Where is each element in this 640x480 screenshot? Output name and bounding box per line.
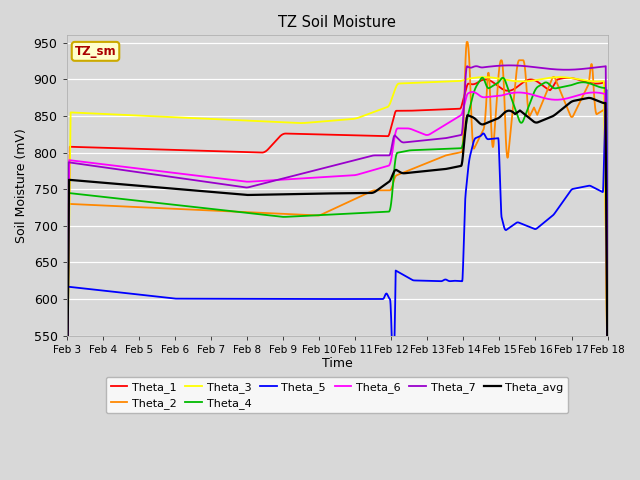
Theta_6 (489, 94, 497, 99)
Line: Theta_3: Theta_3 (67, 77, 607, 425)
Theta_1 (312, 132, 319, 137)
Theta_1 (588, 81, 596, 86)
Theta_avg (489, 118, 497, 123)
Theta_2 (588, 62, 596, 68)
Theta_1 (63, 428, 70, 433)
Theta_3 (312, 119, 319, 125)
Theta_7 (588, 65, 596, 71)
Theta_5 (588, 184, 596, 190)
Theta_2 (326, 208, 333, 214)
Line: Theta_5: Theta_5 (67, 90, 607, 480)
Theta_3 (588, 78, 596, 84)
Theta_4 (604, 374, 611, 380)
Title: TZ Soil Moisture: TZ Soil Moisture (278, 15, 396, 30)
Theta_avg (588, 96, 596, 101)
Theta_1 (90, 144, 98, 150)
Theta_3 (90, 111, 98, 117)
Line: Theta_6: Theta_6 (67, 92, 607, 449)
Theta_6 (90, 160, 98, 166)
Theta_2 (63, 468, 70, 474)
Theta_1 (604, 394, 611, 400)
Line: Theta_1: Theta_1 (67, 78, 607, 431)
Theta_4 (312, 213, 319, 218)
Theta_7 (63, 428, 70, 434)
Theta_1 (588, 81, 596, 86)
Theta_avg (326, 191, 333, 196)
Text: TZ_sm: TZ_sm (75, 45, 116, 58)
Theta_6 (604, 381, 611, 387)
Theta_3 (489, 75, 497, 81)
Theta_6 (468, 89, 476, 95)
Theta_3 (556, 74, 564, 80)
Theta_4 (63, 463, 70, 468)
Theta_4 (326, 212, 333, 217)
Theta_4 (588, 82, 596, 87)
Theta_7 (312, 168, 319, 173)
Theta_7 (90, 163, 98, 169)
Theta_6 (588, 90, 596, 96)
Theta_2 (312, 213, 319, 218)
Theta_6 (63, 446, 70, 452)
Theta_avg (312, 191, 319, 196)
Theta_3 (604, 385, 611, 391)
X-axis label: Time: Time (322, 358, 353, 371)
Theta_4 (588, 81, 596, 87)
Theta_2 (604, 368, 611, 373)
Theta_3 (63, 422, 70, 428)
Theta_2 (489, 144, 497, 150)
Line: Theta_2: Theta_2 (67, 42, 607, 471)
Theta_5 (604, 347, 611, 352)
Line: Theta_4: Theta_4 (67, 78, 607, 466)
Theta_4 (479, 75, 486, 81)
Theta_5 (312, 296, 319, 302)
Theta_5 (489, 136, 497, 142)
Theta_2 (588, 64, 596, 70)
Theta_7 (506, 62, 513, 68)
Theta_1 (326, 132, 333, 138)
Theta_1 (564, 75, 572, 81)
Theta_2 (90, 202, 98, 208)
Theta_7 (604, 377, 611, 383)
Theta_3 (588, 78, 596, 84)
Theta_avg (588, 96, 596, 101)
Theta_7 (588, 65, 596, 71)
Theta_avg (585, 95, 593, 101)
Theta_5 (588, 183, 595, 189)
Theta_7 (489, 63, 497, 69)
Theta_avg (63, 456, 70, 462)
Line: Theta_7: Theta_7 (67, 65, 607, 431)
Legend: Theta_1, Theta_2, Theta_3, Theta_4, Theta_5, Theta_6, Theta_7, Theta_avg: Theta_1, Theta_2, Theta_3, Theta_4, Thet… (106, 377, 568, 413)
Theta_7 (326, 164, 333, 169)
Theta_5 (326, 296, 333, 302)
Theta_5 (603, 87, 611, 93)
Theta_avg (604, 383, 611, 388)
Theta_3 (326, 118, 333, 124)
Theta_6 (326, 174, 333, 180)
Theta_2 (463, 39, 471, 45)
Theta_avg (90, 179, 98, 185)
Theta_6 (588, 90, 596, 96)
Theta_6 (312, 175, 319, 180)
Theta_1 (489, 79, 497, 85)
Theta_4 (90, 193, 98, 199)
Y-axis label: Soil Moisture (mV): Soil Moisture (mV) (15, 128, 28, 243)
Theta_5 (90, 287, 98, 292)
Line: Theta_avg: Theta_avg (67, 98, 607, 459)
Theta_4 (489, 83, 497, 89)
